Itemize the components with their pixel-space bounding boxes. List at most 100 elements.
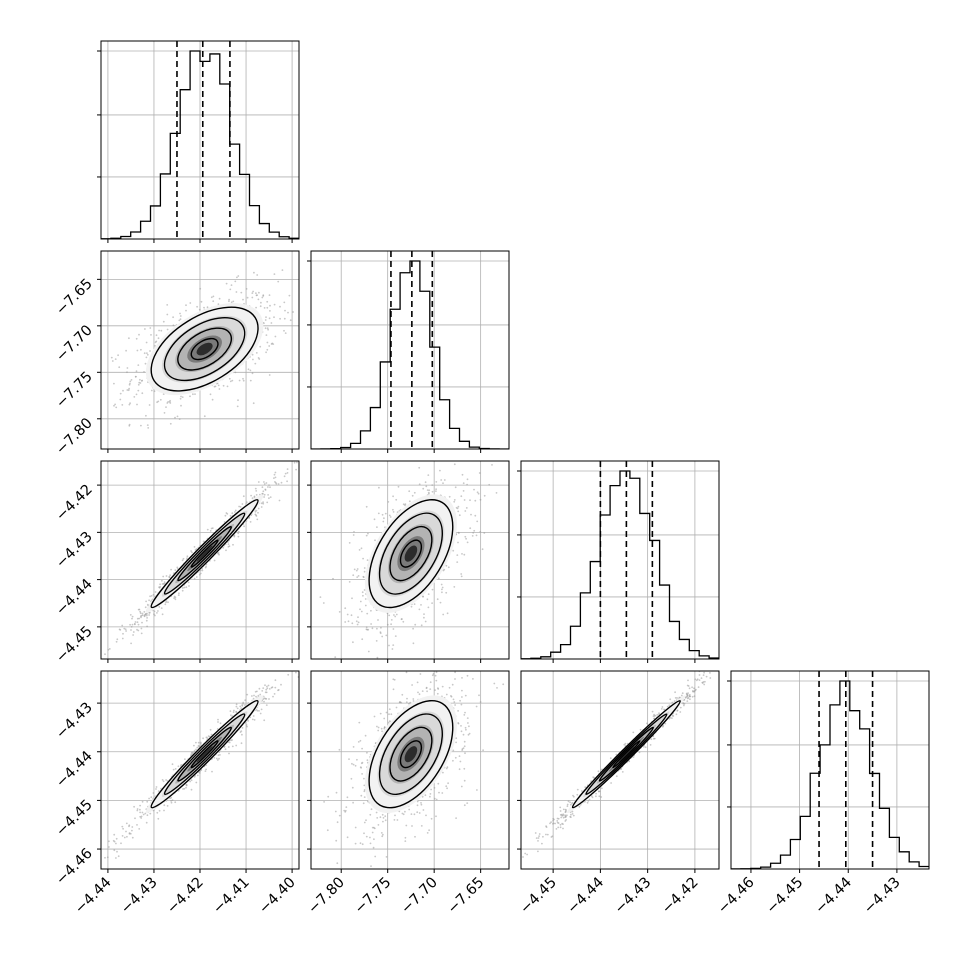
scatter-point bbox=[250, 494, 253, 497]
scatter-point bbox=[416, 804, 419, 807]
scatter-point bbox=[293, 461, 296, 464]
x-tick-label: −7.75 bbox=[352, 875, 395, 918]
scatter-point bbox=[442, 569, 445, 572]
scatter-point bbox=[434, 674, 437, 677]
x-tick-label: −7.80 bbox=[305, 875, 348, 918]
scatter-point bbox=[458, 514, 461, 517]
panel-frame bbox=[100, 250, 300, 450]
scatter-point bbox=[388, 713, 390, 716]
scatter-point bbox=[141, 621, 143, 624]
scatter-point bbox=[431, 490, 434, 493]
scatter-point bbox=[365, 534, 368, 537]
scatter-point bbox=[251, 353, 254, 356]
scatter-point bbox=[469, 499, 471, 502]
scatter-point bbox=[164, 603, 167, 606]
scatter-point bbox=[307, 451, 309, 453]
scatter-point bbox=[139, 811, 142, 814]
scatter-point bbox=[202, 737, 205, 740]
scatter-point bbox=[358, 549, 361, 551]
scatter-point bbox=[180, 395, 182, 398]
scatter-point bbox=[427, 593, 430, 595]
scatter-point bbox=[391, 648, 394, 650]
scatter-point bbox=[263, 307, 266, 309]
scatter-point bbox=[274, 471, 277, 474]
scatter-point bbox=[273, 693, 276, 695]
scatter-point bbox=[195, 781, 198, 784]
scatter-point bbox=[241, 503, 244, 505]
scatter-point bbox=[271, 686, 274, 689]
scatter-point bbox=[262, 295, 265, 297]
scatter-point bbox=[361, 843, 364, 846]
scatter-point bbox=[136, 824, 138, 826]
scatter-point bbox=[237, 530, 240, 533]
scatter-point bbox=[464, 752, 466, 755]
scatter-point bbox=[163, 581, 166, 584]
scatter-point bbox=[390, 619, 393, 621]
scatter-point bbox=[125, 349, 127, 352]
scatter-point bbox=[150, 796, 153, 799]
scatter-point bbox=[136, 809, 139, 812]
scatter-point bbox=[154, 614, 156, 617]
scatter-point bbox=[153, 610, 156, 613]
scatter-point bbox=[129, 402, 132, 405]
scatter-point bbox=[443, 479, 446, 481]
scatter-point bbox=[185, 786, 187, 789]
scatter-point bbox=[404, 836, 407, 839]
scatter-point bbox=[172, 316, 175, 319]
y-tick-label: −4.42 bbox=[53, 482, 96, 525]
scatter-point bbox=[217, 718, 219, 721]
scatter-point bbox=[428, 492, 430, 495]
scatter-point bbox=[108, 648, 111, 650]
scatter-point bbox=[253, 495, 256, 498]
scatter-point bbox=[255, 695, 257, 698]
scatter-panel-3-0: −4.43−4.44−4.45−4.46−4.44 −4.43 −4.42 −4.41… bbox=[53, 670, 300, 918]
scatter-point bbox=[382, 820, 384, 823]
scatter-point bbox=[239, 506, 242, 508]
scatter-point bbox=[280, 683, 282, 686]
scatter-point bbox=[241, 733, 243, 736]
scatter-point bbox=[373, 715, 376, 718]
scatter-point bbox=[186, 555, 189, 558]
scatter-point bbox=[254, 362, 257, 365]
scatter-point bbox=[554, 822, 556, 825]
x-tick-label: −4.41 bbox=[210, 875, 253, 918]
scatter-point bbox=[454, 486, 457, 489]
scatter-point bbox=[228, 300, 230, 303]
scatter-point bbox=[146, 353, 149, 356]
scatter-point bbox=[360, 547, 363, 550]
scatter-point bbox=[363, 567, 366, 569]
scatter-point bbox=[265, 688, 268, 691]
scatter-point bbox=[369, 836, 371, 839]
scatter-point bbox=[270, 322, 273, 324]
scatter-point bbox=[138, 333, 140, 336]
scatter-point bbox=[698, 674, 701, 676]
scatter-point bbox=[343, 809, 346, 812]
scatter-point bbox=[457, 505, 460, 508]
scatter-point bbox=[265, 691, 268, 694]
scatter-point bbox=[137, 629, 140, 632]
scatter-point bbox=[176, 566, 179, 569]
scatter-point bbox=[203, 306, 205, 309]
scatter-point bbox=[512, 418, 514, 420]
scatter-point bbox=[376, 627, 378, 630]
scatter-point bbox=[362, 594, 364, 597]
scatter-point bbox=[463, 714, 466, 716]
scatter-point bbox=[167, 601, 169, 604]
scatter-point bbox=[280, 481, 283, 484]
scatter-point bbox=[274, 686, 277, 689]
scatter-point bbox=[413, 491, 416, 494]
scatter-point bbox=[570, 813, 572, 816]
scatter-point bbox=[234, 509, 237, 512]
scatter-point bbox=[442, 482, 444, 485]
scatter-point bbox=[365, 505, 368, 508]
scatter-point bbox=[106, 856, 109, 859]
scatter-point bbox=[242, 379, 245, 382]
scatter-point bbox=[215, 757, 218, 760]
scatter-point bbox=[179, 318, 182, 321]
scatter-point bbox=[143, 371, 145, 373]
scatter-point bbox=[352, 746, 355, 748]
scatter-point bbox=[181, 396, 184, 398]
scatter-point bbox=[139, 378, 141, 381]
scatter-point bbox=[458, 755, 461, 757]
scatter-point bbox=[257, 507, 260, 510]
